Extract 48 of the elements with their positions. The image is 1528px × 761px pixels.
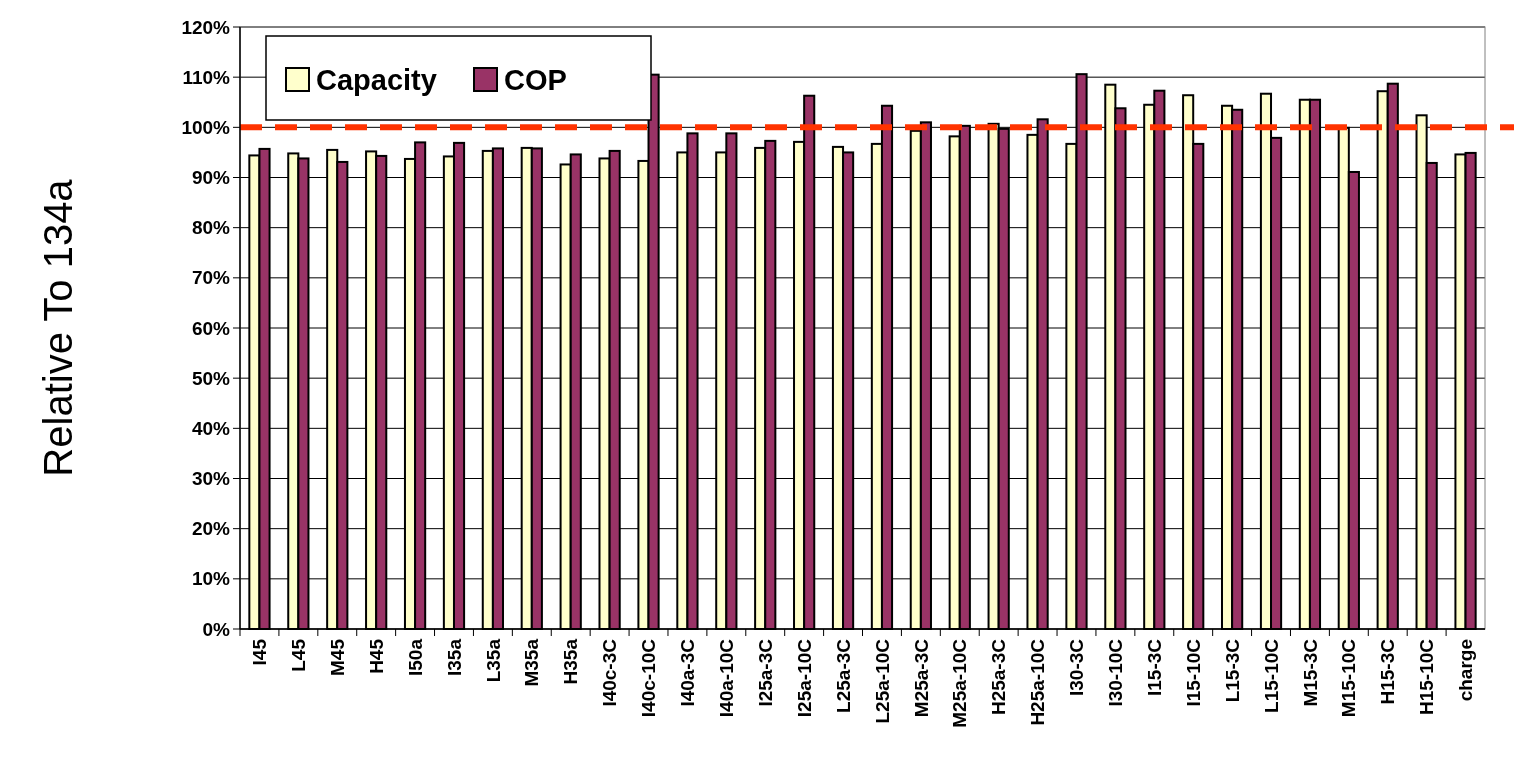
y-tick-label: 50% — [191, 367, 231, 389]
y-tick-label: 0% — [202, 618, 231, 640]
y-tick-label: 30% — [191, 468, 231, 490]
x-tick-label: M25a-3C — [910, 638, 932, 718]
x-tick-label: H15-10C — [1416, 638, 1438, 716]
x-tick-label: I40c-10C — [638, 638, 660, 718]
x-tick-label: charge — [1455, 639, 1477, 702]
x-tick-label: L25a-10C — [871, 638, 893, 724]
x-tick-label: I25a-10C — [793, 638, 815, 718]
x-tick-label: I30-3C — [1066, 638, 1088, 697]
y-tick-label: 20% — [191, 518, 231, 540]
y-tick-label: 110% — [182, 66, 231, 88]
y-axis-title: Relative To 134a — [36, 178, 80, 477]
x-tick-label: M15-3C — [1299, 638, 1321, 707]
legend-label: COP — [504, 64, 567, 97]
y-tick-label: 80% — [191, 217, 231, 239]
x-tick-label: I15-10C — [1182, 638, 1204, 707]
x-tick-label: H25a-3C — [988, 638, 1010, 716]
x-tick-label: I50a — [404, 638, 426, 676]
x-tick-label: L45 — [288, 638, 310, 672]
x-tick-label: I40a-10C — [715, 638, 737, 718]
x-tick-label: M35a — [521, 638, 543, 687]
x-tick-label: I40c-3C — [599, 638, 621, 707]
y-tick-label: 120% — [181, 16, 231, 38]
x-tick-label: L15-10C — [1260, 638, 1282, 713]
y-tick-label: 60% — [191, 317, 231, 339]
y-tick-label: 100% — [181, 116, 231, 138]
x-tick-label: M45 — [326, 638, 348, 676]
y-tick-label: 90% — [191, 167, 231, 189]
x-tick-label: H35a — [560, 638, 582, 685]
x-tick-label: I30-10C — [1105, 638, 1127, 707]
x-tick-label: H45 — [365, 638, 387, 674]
x-tick-label: H25a-10C — [1027, 638, 1049, 726]
x-tick-label: H15-3C — [1377, 638, 1399, 705]
x-tick-label: I35a — [443, 638, 465, 676]
x-tick-label: I25a-3C — [754, 638, 776, 707]
x-tick-label: L25a-3C — [832, 638, 854, 713]
x-tick-label: L15-3C — [1221, 638, 1243, 703]
y-tick-label: 10% — [191, 568, 231, 590]
y-tick-label: 40% — [191, 417, 231, 439]
y-tick-label: 70% — [191, 267, 231, 289]
x-tick-label: I15-3C — [1143, 638, 1165, 697]
x-tick-label: M25a-10C — [949, 638, 971, 728]
x-tick-label: I40a-3C — [677, 638, 699, 707]
x-tick-label: L35a — [482, 638, 504, 683]
x-tick-label: M15-10C — [1338, 638, 1360, 718]
legend-label: Capacity — [316, 64, 437, 97]
x-tick-label: I45 — [249, 638, 271, 666]
